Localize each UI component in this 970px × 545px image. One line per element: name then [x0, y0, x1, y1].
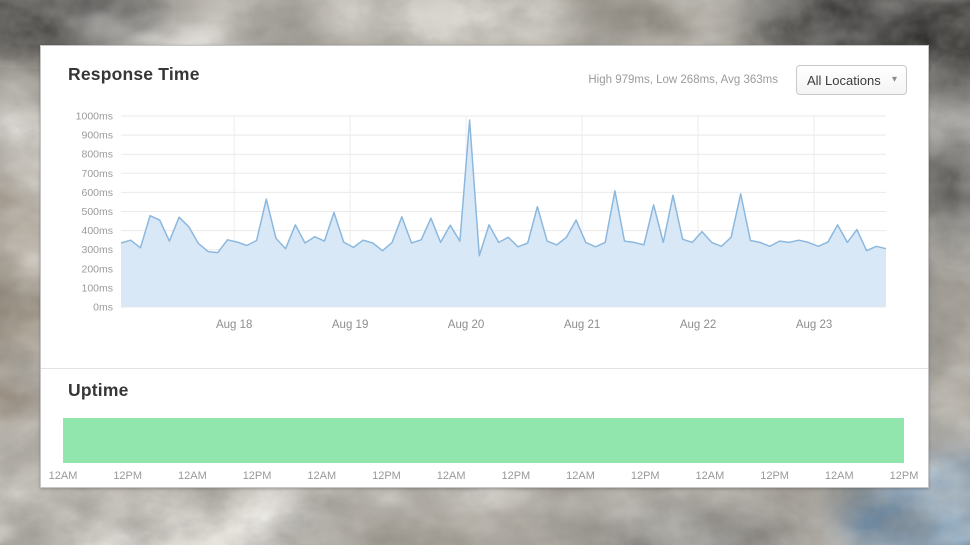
uptime-tick-label: 12AM [695, 470, 725, 482]
uptime-tick-label: 12PM [242, 470, 272, 482]
svg-text:0ms: 0ms [93, 302, 113, 314]
svg-text:600ms: 600ms [81, 187, 113, 199]
uptime-tick-label: 12PM [372, 470, 401, 482]
svg-text:Aug 21: Aug 21 [564, 319, 600, 331]
svg-text:Aug 23: Aug 23 [796, 319, 832, 331]
svg-text:300ms: 300ms [81, 244, 113, 256]
uptime-bar [63, 418, 904, 463]
chevron-down-icon: ▾ [891, 74, 897, 85]
svg-text:400ms: 400ms [81, 225, 113, 237]
svg-text:Aug 19: Aug 19 [332, 319, 368, 331]
response-time-stats: High 979ms, Low 268ms, Avg 363ms [588, 74, 778, 86]
uptime-tick-label: 12PM [113, 470, 143, 482]
uptime-axis: 12AM 12PM 12AM 12PM 12AM 12PM 12AM 12PM 12AM 12PM… [49, 470, 919, 486]
uptime-tick-label: 12AM [566, 470, 595, 482]
uptime-tick-label: 12AM [178, 470, 207, 482]
uptime-tick-label: 12PM [501, 470, 531, 482]
uptime-title: Uptime [68, 380, 129, 400]
svg-text:Aug 22: Aug 22 [680, 319, 716, 331]
svg-text:1000ms: 1000ms [76, 111, 113, 123]
uptime-tick-label: 12AM [307, 470, 337, 482]
locations-dropdown[interactable]: All Locations ▾ [796, 65, 907, 95]
svg-text:200ms: 200ms [81, 263, 113, 275]
uptime-tick-label: 12AM [436, 470, 466, 482]
svg-text:700ms: 700ms [81, 168, 113, 180]
response-time-chart: 1000ms 900ms 800ms 700ms 600ms 500ms 400ms 300m… [76, 111, 887, 331]
uptime-tick-label: 12AM [48, 470, 78, 482]
svg-text:Aug 18: Aug 18 [216, 319, 252, 331]
response-time-title: Response Time [68, 64, 200, 84]
uptime-tick-label: 12PM [630, 470, 660, 482]
monitoring-panel: Response Time High 979ms, Low 268ms, Avg… [40, 45, 929, 488]
section-divider [41, 368, 928, 369]
uptime-tick-label: 12AM [824, 470, 854, 482]
uptime-tick-label: 12PM [889, 470, 919, 482]
locations-dropdown-value: All Locations [807, 72, 881, 88]
svg-text:900ms: 900ms [81, 130, 113, 142]
svg-text:Aug 20: Aug 20 [448, 319, 484, 331]
svg-text:100ms: 100ms [81, 282, 113, 294]
svg-text:500ms: 500ms [81, 206, 113, 218]
svg-text:800ms: 800ms [81, 149, 113, 161]
uptime-tick-label: 12PM [760, 470, 789, 482]
